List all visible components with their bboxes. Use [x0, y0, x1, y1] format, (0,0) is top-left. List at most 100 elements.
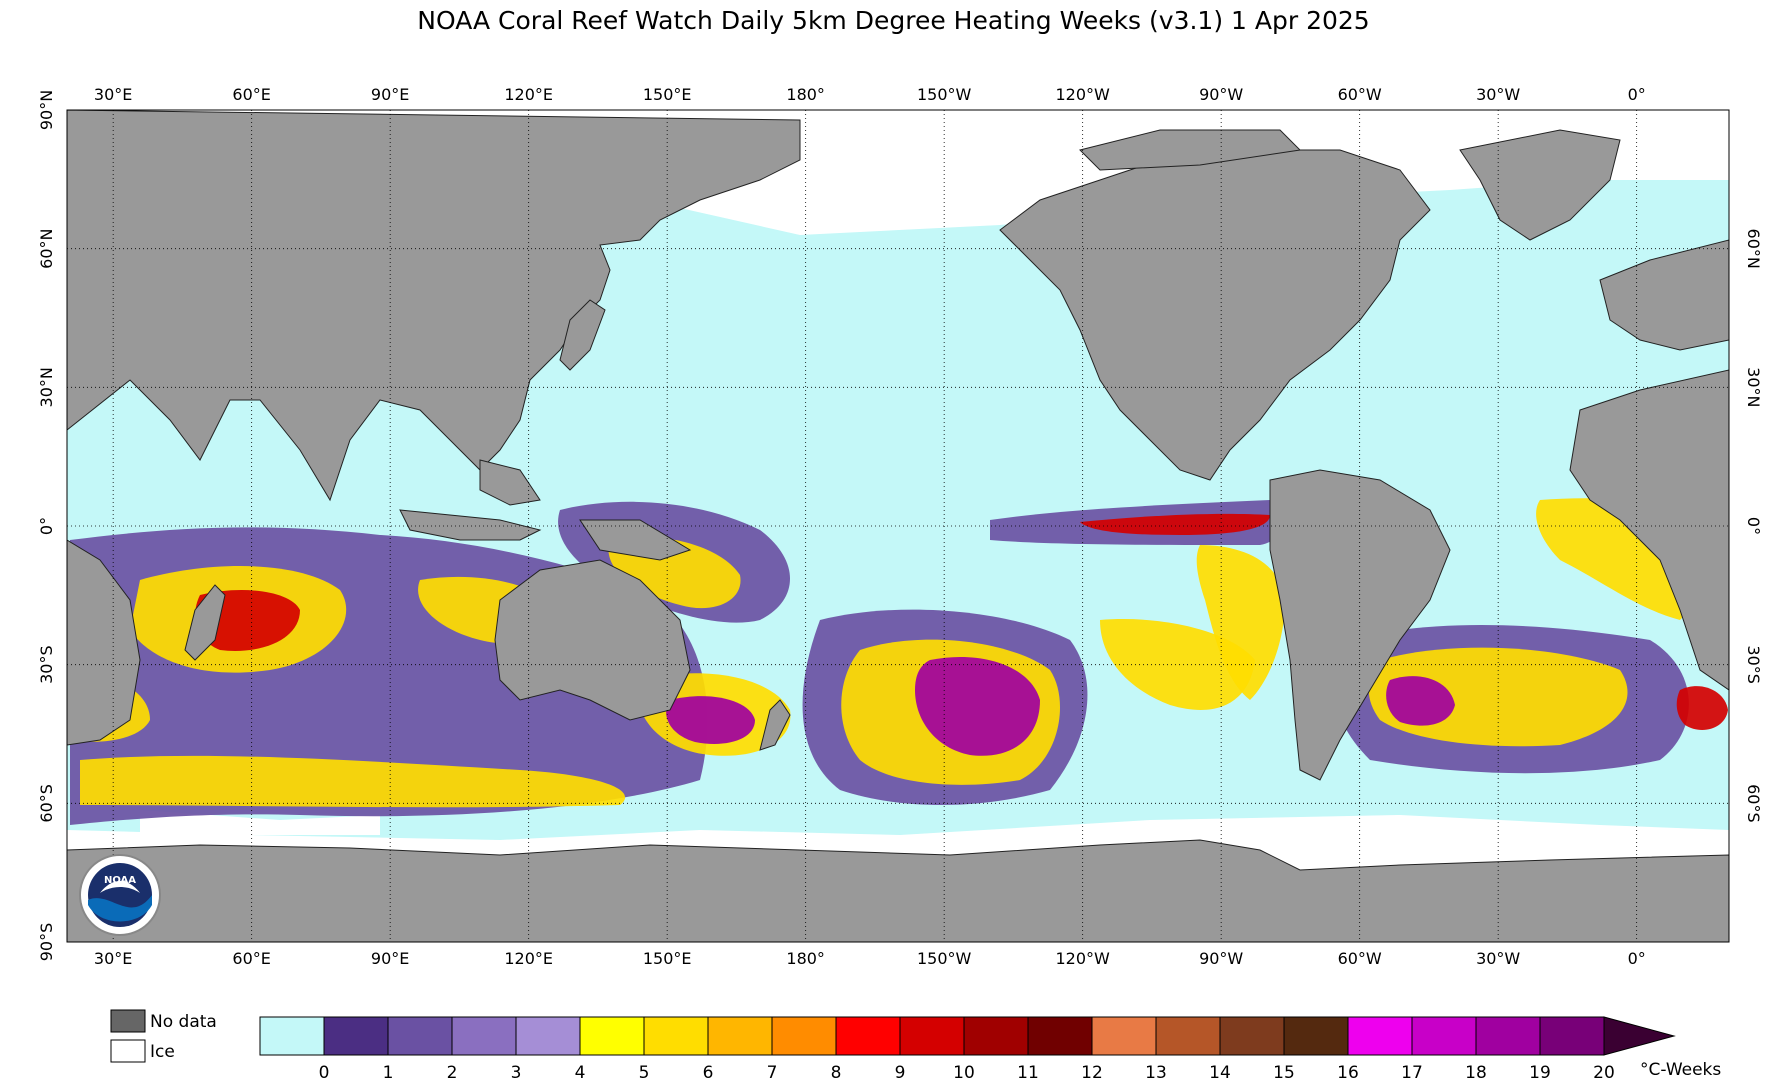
colorbar-bin [1091, 1016, 1157, 1056]
land-indonesia [399, 509, 542, 541]
colorbar-tick-label: 2 [447, 1063, 458, 1083]
colorbar-tick-label: 3 [511, 1063, 522, 1083]
colorbar-bin [963, 1016, 1029, 1056]
colorbar-bin [451, 1016, 517, 1056]
land-south-america [1269, 469, 1451, 781]
colorbar-bin [1475, 1016, 1541, 1056]
lat-tick-right: 60°S [1744, 784, 1763, 823]
lon-tick-top: 150°W [917, 85, 972, 104]
colorbar-bin [899, 1016, 965, 1056]
colorbar-tick-label: 13 [1145, 1063, 1167, 1083]
dhw-region-benguela [1676, 686, 1728, 730]
colorbar-tick-label: 18 [1465, 1063, 1487, 1083]
no-data-swatch [110, 1009, 146, 1033]
lat-tick-left: 90°N [37, 90, 56, 130]
dhw-region-indian-band-south [80, 755, 626, 808]
colorbar-bin [1347, 1016, 1413, 1056]
colorbar-bin [1027, 1016, 1093, 1056]
lat-tick-left: 60°S [37, 784, 56, 823]
colorbar-tick-label: 6 [703, 1063, 714, 1083]
colorbar-tick-label: 19 [1529, 1063, 1551, 1083]
colorbar-tick-label: 16 [1337, 1063, 1359, 1083]
colorbar-bin [771, 1016, 837, 1056]
land-new-guinea [579, 519, 692, 561]
graticule [67, 110, 1729, 942]
land-africa-west [1569, 369, 1729, 691]
land-australia [494, 559, 691, 721]
lon-tick-bottom: 0° [1628, 949, 1646, 968]
colorbar-tick-label: 9 [895, 1063, 906, 1083]
map-frame [66, 109, 1730, 943]
colorbar-bin [1539, 1016, 1605, 1056]
land-eurasia [67, 110, 801, 502]
dhw-region-peru-coast [1196, 545, 1285, 700]
lat-tick-left: 30°N [37, 367, 56, 407]
land-arctic-islands [1079, 129, 1302, 171]
dhw-region-south-atlantic-core [1386, 676, 1455, 726]
land-japan [559, 299, 606, 371]
lon-tick-bottom: 60°E [232, 949, 270, 968]
lon-tick-bottom: 30°W [1476, 949, 1520, 968]
lon-tick-top: 180° [786, 85, 825, 104]
lon-tick-top: 150°E [643, 85, 692, 104]
lon-tick-top: 60°W [1338, 85, 1382, 104]
land-layer [67, 110, 1729, 942]
lon-tick-top: 30°W [1476, 85, 1520, 104]
dhw-region-southeast-pacific [1100, 619, 1255, 710]
colorbar-bin [387, 1016, 453, 1056]
colorbar-bin [259, 1016, 325, 1056]
dhw-region-east-pacific-core [1080, 513, 1270, 535]
lon-tick-top: 0° [1628, 85, 1646, 104]
map-panel[interactable] [67, 110, 1729, 942]
latitude-labels-right: 60°N 30°N 0° 30°S 60°S [1744, 229, 1763, 823]
lon-tick-bottom: 120°E [504, 949, 553, 968]
dhw-region-tasman-core [666, 696, 755, 744]
colorbar-tick-label: 1 [383, 1063, 394, 1083]
ice-label: Ice [150, 1042, 175, 1062]
colorbar-bin [1155, 1016, 1221, 1056]
lat-tick-left: 60°N [37, 229, 56, 269]
lon-tick-bottom: 120°W [1055, 949, 1110, 968]
colorbar-tick-label: 11 [1017, 1063, 1039, 1083]
lon-tick-top: 60°E [232, 85, 270, 104]
longitude-labels-top: 30°E 60°E 90°E 120°E 150°E 180° 150°W 120°W 90°W… [94, 85, 1646, 104]
land-africa-east [67, 110, 141, 746]
colorbar-bin [1219, 1016, 1285, 1056]
colorbar-bin [579, 1016, 645, 1056]
colorbar-tick-label: 7 [767, 1063, 778, 1083]
noaa-logo: NOAA [79, 854, 161, 936]
lat-tick-right: 30°N [1744, 367, 1763, 407]
lat-tick-right: 30°S [1744, 645, 1763, 684]
logo-text: NOAA [104, 875, 136, 886]
land-antarctica [67, 839, 1729, 942]
lat-tick-right: 60°N [1744, 229, 1763, 269]
no-data-label: No data [150, 1012, 217, 1032]
lon-tick-top: 120°E [504, 85, 553, 104]
colorbar-bin [1411, 1016, 1477, 1056]
colorbar-tick-label: 15 [1273, 1063, 1295, 1083]
lat-tick-left: 30°S [37, 645, 56, 684]
lon-tick-top: 90°W [1199, 85, 1243, 104]
lon-tick-bottom: 150°W [917, 949, 972, 968]
lon-tick-top: 120°W [1055, 85, 1110, 104]
lat-tick-left: 0° [37, 517, 56, 535]
land-europe-west [1599, 239, 1729, 351]
land-philippines-borneo [479, 459, 541, 506]
map-title: NOAA Coral Reef Watch Daily 5km Degree H… [417, 6, 1370, 35]
colorbar-tick-label: 17 [1401, 1063, 1423, 1083]
colorbar-bin [323, 1016, 389, 1056]
colorbar-tick-labels: 0 1 2 3 4 5 6 7 8 9 10 11 12 13 14 15 16 17 18 19 20 [319, 1063, 1615, 1083]
latitude-labels-left: 90°N 60°N 30°N 0° 30°S 60°S 90°S [37, 90, 56, 961]
land-new-zealand [759, 699, 791, 751]
colorbar-bin [707, 1016, 773, 1056]
lon-tick-bottom: 180° [786, 949, 825, 968]
colorbar-bin [515, 1016, 581, 1056]
lat-tick-right: 0° [1744, 517, 1763, 535]
colorbar-tick-label: 12 [1081, 1063, 1103, 1083]
longitude-labels-bottom: 30°E 60°E 90°E 120°E 150°E 180° 150°W 120°W 90°W… [94, 949, 1646, 968]
colorbar-tick-label: 0 [319, 1063, 330, 1083]
ice-swatch [110, 1039, 146, 1063]
lat-tick-left: 90°S [37, 923, 56, 962]
colorbar-bin [835, 1016, 901, 1056]
